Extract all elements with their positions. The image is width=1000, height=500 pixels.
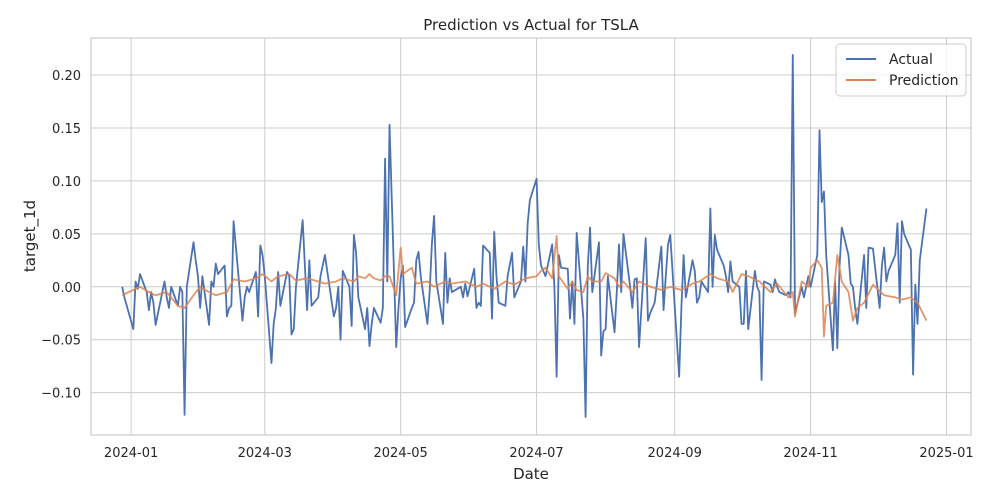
x-tick-label: 2024-03 bbox=[238, 446, 292, 461]
x-tick-label: 2024-07 bbox=[509, 446, 563, 461]
legend-label-actual: Actual bbox=[889, 52, 933, 68]
x-axis-title: Date bbox=[513, 465, 549, 483]
x-tick-labels: 2024-01 2024-03 2024-05 2024-07 2024-09 2024-… bbox=[104, 446, 974, 461]
y-tick-label: 0.05 bbox=[52, 228, 81, 243]
chart-title: Prediction vs Actual for TSLA bbox=[423, 16, 639, 34]
y-axis-title: target_1d bbox=[21, 200, 40, 272]
x-tick-label: 2024-09 bbox=[648, 446, 702, 461]
y-tick-label: 0.00 bbox=[52, 281, 81, 296]
series-lines bbox=[121, 54, 928, 418]
plot-frame bbox=[90, 37, 972, 436]
y-tick-label: 0.15 bbox=[52, 122, 81, 137]
legend-box bbox=[835, 43, 967, 97]
x-tick-label: 2025-01 bbox=[919, 446, 973, 461]
grid bbox=[91, 38, 971, 435]
y-tick-labels: −0.10 −0.05 0.00 0.05 0.10 0.15 0.20 bbox=[41, 69, 81, 402]
x-tick-label: 2024-01 bbox=[104, 446, 158, 461]
y-tick-label: −0.05 bbox=[41, 334, 81, 349]
series-line-prediction bbox=[121, 235, 928, 338]
x-tick-label: 2024-05 bbox=[374, 446, 428, 461]
series-line-actual bbox=[121, 54, 928, 418]
legend-label-prediction: Prediction bbox=[889, 73, 959, 89]
legend: Actual Prediction bbox=[835, 43, 967, 97]
x-tick-label: 2024-11 bbox=[783, 446, 837, 461]
y-tick-label: 0.10 bbox=[52, 175, 81, 190]
y-tick-label: −0.10 bbox=[41, 387, 81, 402]
y-tick-label: 0.20 bbox=[52, 69, 81, 84]
